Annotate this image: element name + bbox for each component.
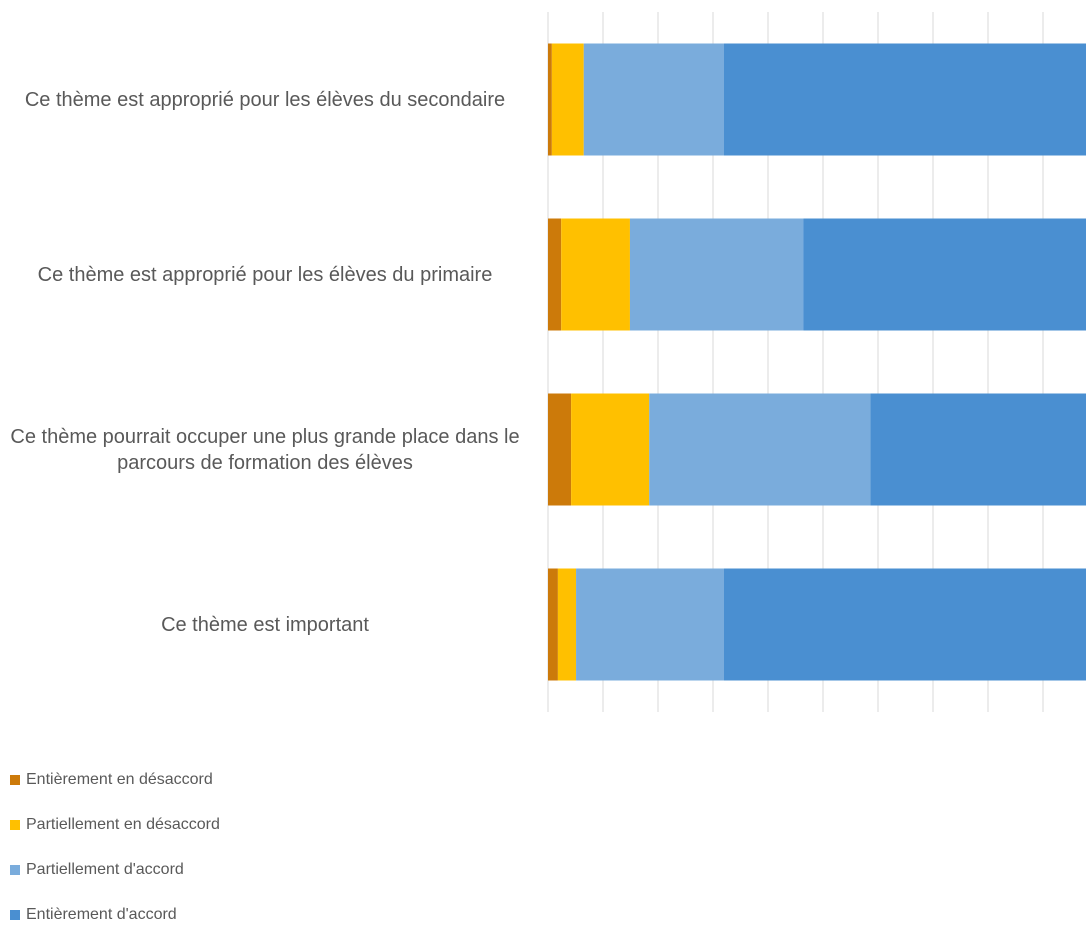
bar-segment — [803, 218, 1086, 331]
category-label: Ce thème pourrait occuper une plus grand… — [10, 425, 520, 474]
legend-swatch — [10, 910, 20, 920]
bar-segment — [551, 43, 584, 156]
legend-swatch — [10, 865, 20, 875]
bar-segment — [561, 218, 630, 331]
bar-segment — [629, 218, 804, 331]
bar-segment — [548, 568, 558, 681]
bar-segment — [583, 43, 724, 156]
legend-label: Partiellement en désaccord — [26, 816, 220, 833]
bar-segment — [576, 568, 724, 681]
legend-label: Entièrement d'accord — [26, 906, 177, 923]
legend-swatch — [10, 775, 20, 785]
legend-label: Entièrement en désaccord — [26, 771, 213, 788]
bar-segment — [870, 393, 1086, 506]
bar-segment — [548, 218, 562, 331]
bar-segment — [548, 393, 572, 506]
bar-segment — [571, 393, 650, 506]
bar-segment — [557, 568, 577, 681]
bar-segment — [649, 393, 871, 506]
bar-segment — [548, 43, 552, 156]
legend-swatch — [10, 820, 20, 830]
category-label: Ce thème est approprié pour les élèves d… — [37, 263, 493, 286]
bar-segment — [724, 43, 1086, 156]
bar-segment — [724, 568, 1086, 681]
category-label: Ce thème est approprié pour les élèves d… — [24, 88, 506, 111]
category-label: Ce thème est important — [161, 613, 369, 636]
legend-label: Partiellement d'accord — [26, 861, 184, 878]
